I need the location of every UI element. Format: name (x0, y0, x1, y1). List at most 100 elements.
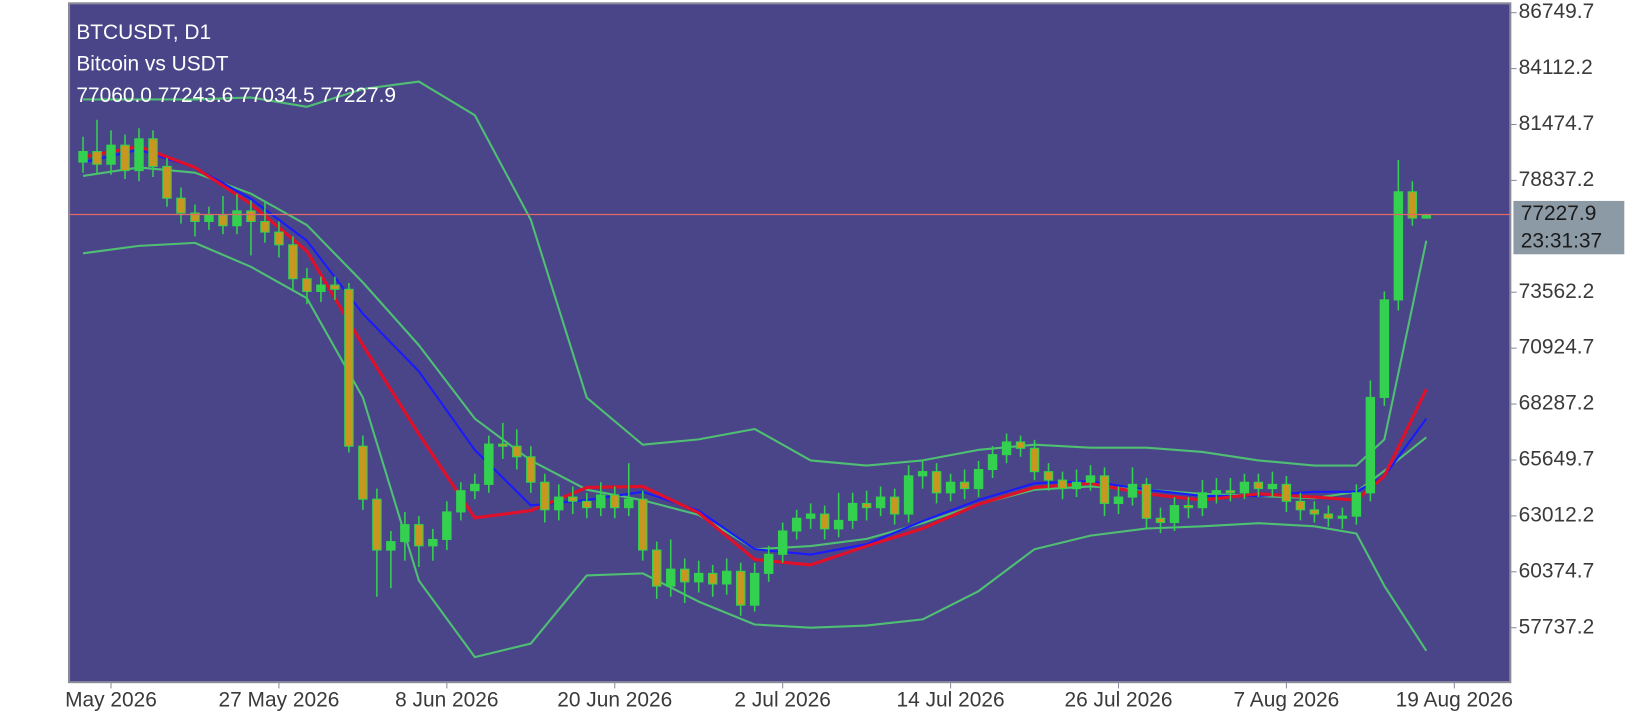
candle-body (106, 144, 116, 165)
y-tick-label: 73562.2 (1519, 280, 1595, 303)
candle-body (540, 481, 550, 511)
y-tick-label: 60374.7 (1519, 559, 1595, 582)
candle-body (1239, 481, 1250, 494)
candle-body (1225, 490, 1236, 494)
x-tick-label: 2 Jul 2026 (734, 689, 830, 712)
candle-body (791, 517, 802, 532)
candle-body (456, 490, 466, 513)
candle-body (735, 570, 746, 606)
candle-body (861, 502, 872, 509)
candle-body (400, 524, 410, 543)
candle-body (875, 496, 886, 509)
candle-body (386, 541, 396, 551)
indicator-line (82, 241, 1428, 659)
candle-body (847, 502, 858, 521)
candle-body (1155, 517, 1166, 524)
y-tick-label: 81474.7 (1519, 112, 1595, 135)
indicator-line (83, 80, 1428, 467)
candle-body (903, 475, 914, 515)
candle-body (344, 288, 354, 447)
x-tick-label: 27 May 2026 (218, 689, 339, 712)
candle-body (204, 214, 214, 223)
candle-body (1001, 441, 1012, 456)
candle-body (610, 494, 620, 509)
ohlc-readout: 77060.0 77243.6 77034.5 77227.9 (76, 84, 396, 107)
x-tick-label: 20 Jun 2026 (557, 689, 672, 712)
candle-body (498, 443, 508, 447)
candle-body (777, 530, 788, 555)
candle-body (749, 572, 760, 606)
candle-body (1393, 191, 1404, 301)
candle-body (1211, 490, 1222, 494)
y-tick-label: 68287.2 (1519, 392, 1595, 415)
y-tick-label: 84112.2 (1519, 56, 1593, 79)
candle-body (1029, 447, 1040, 473)
candle-body (484, 443, 494, 485)
candle-body (917, 471, 928, 477)
x-tick-label: 19 Aug 2026 (1396, 689, 1513, 712)
candle-body (582, 500, 592, 509)
candle-body (1183, 505, 1194, 509)
y-tick-label: 65649.7 (1519, 448, 1595, 471)
candle-body (1351, 492, 1362, 517)
candle-body (162, 165, 172, 199)
more-menu[interactable] (1559, 647, 1598, 656)
candle-body (805, 513, 816, 519)
candle-body (92, 151, 102, 165)
candle-body (1309, 509, 1320, 515)
candle-body (330, 284, 340, 290)
candle-body (358, 445, 368, 500)
candle-body (302, 278, 312, 292)
axes: 86749.7 84112.2 81474.7 78837.2 73562.2 70924… (65, 0, 1625, 712)
candle-body (1407, 191, 1418, 219)
candle-body (638, 498, 648, 551)
candle-body (1071, 481, 1082, 490)
chart-subtitle: Bitcoin vs USDT (76, 53, 228, 76)
price-box (1513, 200, 1625, 255)
candle-body (819, 513, 830, 530)
candle-body (833, 519, 844, 530)
candles (78, 119, 1432, 616)
x-tick-label: 14 Jul 2026 (897, 689, 1005, 712)
candle-body (316, 284, 326, 292)
x-tick-label: 8 Jun 2026 (395, 689, 498, 712)
candle-body (232, 210, 242, 227)
candle-body (1295, 500, 1306, 511)
menu-dot (1574, 647, 1583, 656)
candle-body (1141, 483, 1152, 519)
candle-body (1015, 441, 1026, 449)
candle-body (707, 572, 718, 585)
candle-body (931, 471, 942, 494)
candle-body (246, 210, 256, 223)
candle-body (288, 244, 298, 280)
candle-body (763, 553, 774, 574)
candle-body (470, 483, 480, 492)
candle-body (1337, 515, 1348, 519)
timer-label: 23:31:37 (1521, 229, 1602, 252)
candle-body (1127, 483, 1138, 498)
candle-body (134, 138, 144, 172)
candle-body (218, 214, 228, 227)
candle-body (652, 549, 662, 587)
candle-body (945, 481, 956, 494)
candle-body (1057, 479, 1068, 490)
candle-body (889, 496, 900, 515)
candle-body (1379, 299, 1390, 398)
y-tick-label: 63012.2 (1519, 503, 1595, 526)
plot-area (67, 2, 1512, 684)
candle-body (442, 511, 452, 540)
candle-body (666, 568, 676, 587)
candle-body (148, 138, 158, 167)
candle-body (260, 220, 270, 233)
candle-body (1085, 475, 1096, 483)
candle-body (176, 197, 186, 214)
candle-body (1365, 396, 1376, 494)
candle-body (1043, 471, 1054, 481)
candle-body (1113, 496, 1124, 504)
y-tick-label: 70924.7 (1519, 336, 1595, 359)
menu-dot (1588, 647, 1598, 656)
y-tick-label: 57737.2 (1519, 615, 1595, 638)
candle-body (372, 498, 382, 551)
y-tick-label: 86749.7 (1519, 0, 1595, 23)
